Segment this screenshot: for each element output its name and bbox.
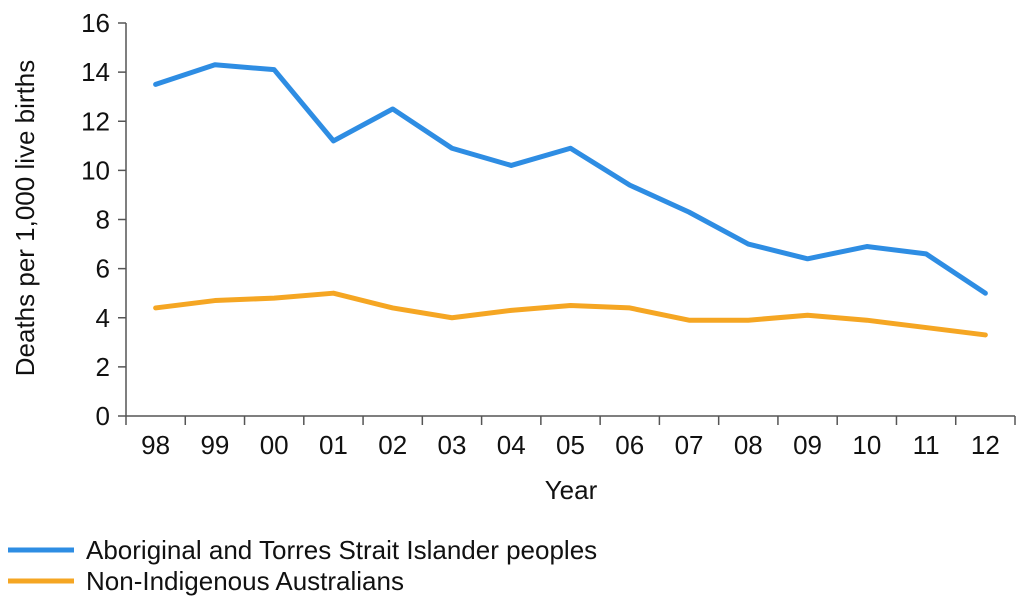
data-point <box>153 82 158 87</box>
x-tick-label: 06 <box>615 430 644 460</box>
series-layer <box>153 62 988 338</box>
data-point <box>864 244 869 249</box>
data-point <box>390 305 395 310</box>
x-axis-title: Year <box>545 475 598 505</box>
y-tick-label: 12 <box>81 106 110 136</box>
data-point <box>746 242 751 247</box>
data-point <box>805 256 810 261</box>
data-point <box>449 146 454 151</box>
x-tick-label: 04 <box>497 430 526 460</box>
x-tick-label: 01 <box>319 430 348 460</box>
series-line-1 <box>153 62 988 296</box>
data-point <box>746 318 751 323</box>
y-tick-label: 2 <box>96 352 110 382</box>
data-point <box>627 183 632 188</box>
data-point <box>924 251 929 256</box>
data-point <box>687 210 692 215</box>
x-tick-label: 02 <box>378 430 407 460</box>
data-point <box>272 67 277 72</box>
y-axis: 0 2 4 6 8 10 12 14 16 <box>81 8 127 431</box>
data-point <box>924 325 929 330</box>
data-point <box>153 305 158 310</box>
x-tick-label: 05 <box>556 430 585 460</box>
data-point <box>805 313 810 318</box>
data-point <box>687 318 692 323</box>
x-tick-label: 09 <box>793 430 822 460</box>
data-point <box>272 296 277 301</box>
data-point <box>390 106 395 111</box>
y-tick-label: 10 <box>81 155 110 185</box>
x-tick-label: 07 <box>675 430 704 460</box>
data-point <box>509 163 514 168</box>
x-tick-label: 03 <box>438 430 467 460</box>
legend-label: Aboriginal and Torres Strait Islander pe… <box>86 535 597 565</box>
data-point <box>509 308 514 313</box>
data-point <box>331 138 336 143</box>
series-line-2 <box>153 290 988 338</box>
y-axis-title: Deaths per 1,000 live births <box>10 60 40 377</box>
data-point <box>212 298 217 303</box>
data-point <box>568 146 573 151</box>
x-tick-label: 11 <box>913 430 940 460</box>
legend-label: Non-Indigenous Australians <box>86 566 404 596</box>
data-point <box>331 291 336 296</box>
data-point <box>983 332 988 337</box>
data-point <box>627 305 632 310</box>
x-axis: 98 99 00 01 02 03 04 05 06 07 08 09 10 11 12 <box>125 415 1016 460</box>
y-tick-label: 0 <box>96 401 110 431</box>
data-point <box>864 318 869 323</box>
data-point <box>568 303 573 308</box>
data-point <box>212 62 217 67</box>
data-point <box>449 315 454 320</box>
y-tick-label: 6 <box>96 254 110 284</box>
x-tick-label: 98 <box>141 430 170 460</box>
y-tick-label: 8 <box>96 205 110 235</box>
legend: Aboriginal and Torres Strait Islander pe… <box>8 535 597 596</box>
x-tick-label: 00 <box>260 430 289 460</box>
data-point <box>983 291 988 296</box>
y-tick-label: 16 <box>81 8 110 38</box>
x-tick-label: 10 <box>852 430 881 460</box>
x-tick-label: 08 <box>734 430 763 460</box>
y-tick-label: 14 <box>81 57 110 87</box>
y-tick-label: 4 <box>96 303 110 333</box>
x-tick-label: 99 <box>200 430 229 460</box>
x-tick-label: 12 <box>971 430 1000 460</box>
